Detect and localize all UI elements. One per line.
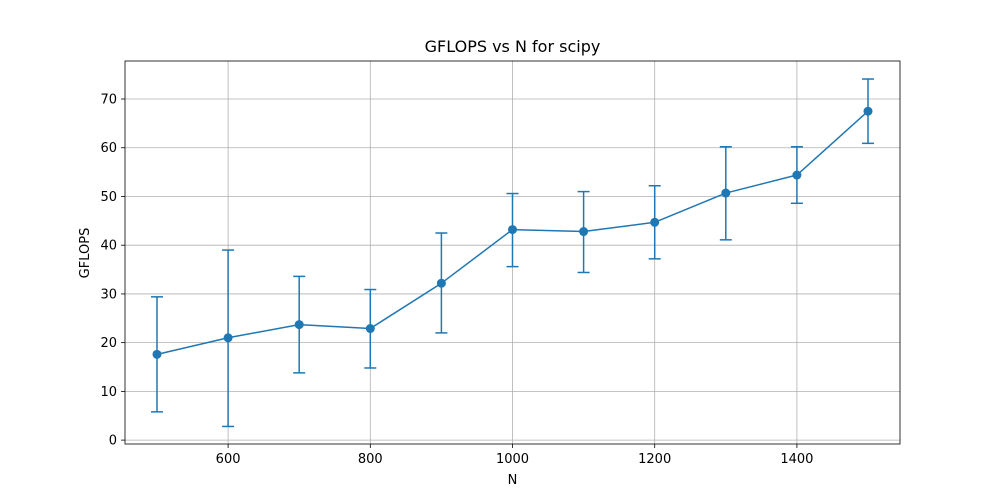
data-point (650, 217, 660, 227)
data-point (721, 188, 731, 198)
x-tick-label: 600 (216, 452, 241, 467)
y-tick-label: 70 (100, 93, 117, 108)
x-tick-label: 1000 (496, 452, 529, 467)
grid-layer (125, 61, 900, 444)
x-axis-label: N (508, 473, 518, 488)
data-point (508, 225, 517, 235)
data-point (223, 333, 233, 343)
y-axis-label: GFLOPS (78, 228, 93, 279)
data-point (152, 349, 162, 359)
chart-title: GFLOPS vs N for scipy (425, 37, 601, 56)
y-tick-label: 20 (100, 336, 117, 351)
y-tick-label: 10 (100, 385, 117, 400)
data-point (792, 170, 802, 180)
data-point (365, 324, 375, 334)
x-tick-label: 1200 (638, 452, 671, 467)
x-tick-label: 1400 (780, 452, 813, 467)
series-layer (152, 106, 873, 359)
y-tick-label: 30 (100, 287, 117, 302)
data-point (579, 227, 589, 237)
y-tick-label: 50 (100, 190, 117, 205)
x-tick-label: 800 (358, 452, 383, 467)
tick-layer: 600 800 1000 1200 1400 0 10 20 30 40 50 60 70 (100, 93, 813, 467)
data-point (436, 278, 446, 288)
y-tick-label: 60 (100, 141, 117, 156)
y-tick-label: 0 (109, 434, 117, 449)
data-point (863, 106, 873, 116)
data-point (294, 320, 304, 330)
y-tick-label: 40 (100, 239, 117, 254)
